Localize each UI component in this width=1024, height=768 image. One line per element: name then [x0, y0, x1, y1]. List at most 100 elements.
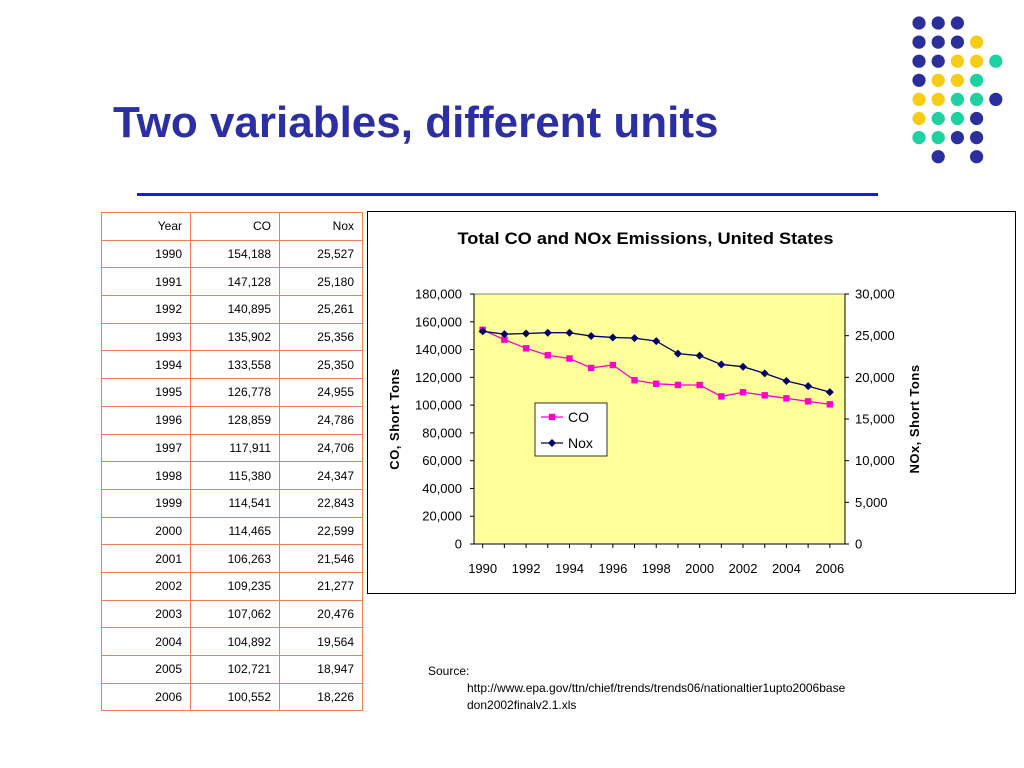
data-point-co [609, 361, 617, 369]
data-point-nox [804, 382, 813, 391]
legend-marker-nox [548, 439, 556, 447]
table-row: 1997 117,911 24,706 [101, 433, 363, 463]
data-point-nox [825, 388, 834, 397]
y2-tick-label: 20,000 [855, 370, 895, 385]
y-tick-label: 120,000 [415, 370, 462, 385]
y-tick-label: 160,000 [415, 314, 462, 329]
decor-dot [950, 35, 965, 49]
table-row: 2003 107,062 20,476 [101, 599, 363, 629]
cell-year: 1996 [101, 405, 191, 435]
decor-dot [950, 111, 965, 126]
cell-year: 2000 [101, 516, 191, 546]
cell-co: 128,859 [190, 405, 280, 435]
decor-dot [970, 131, 984, 145]
decor-dot [950, 73, 965, 87]
cell-nox: 25,261 [279, 295, 363, 324]
y-tick-label: 20,000 [422, 509, 462, 524]
decor-dot [970, 92, 984, 106]
decor-dot [950, 131, 965, 145]
cell-co: 115,380 [190, 461, 280, 490]
x-tick-label: 2004 [772, 561, 801, 576]
cell-year: 1991 [101, 267, 191, 297]
x-tick-label: 2000 [685, 561, 714, 576]
cell-nox: 18,947 [279, 655, 363, 684]
decor-dot [912, 35, 926, 49]
decor-dot [970, 54, 984, 68]
cell-co: 114,465 [190, 516, 280, 546]
decor-dot [912, 92, 926, 106]
cell-nox: 24,955 [279, 378, 363, 407]
cell-year: 1995 [101, 378, 191, 407]
table-row: 2006 100,552 18,226 [101, 682, 363, 712]
cell-nox: 22,843 [279, 488, 363, 518]
cell-nox: 25,527 [279, 239, 363, 269]
data-point-co [826, 401, 834, 408]
table-row: 1996 128,859 24,786 [101, 405, 363, 435]
decor-dot [970, 150, 984, 164]
x-tick-label: 1998 [642, 561, 671, 576]
data-point-co [783, 395, 790, 402]
data-point-nox [673, 349, 682, 358]
cell-year: 1992 [101, 295, 191, 324]
cell-nox: 18,226 [279, 682, 363, 712]
cell-co: 135,902 [190, 322, 280, 352]
decor-dot [931, 131, 945, 145]
data-point-nox [739, 362, 748, 371]
data-point-co [739, 389, 747, 396]
data-point-co [631, 377, 638, 384]
data-point-co [674, 381, 682, 389]
cell-nox: 24,706 [279, 433, 363, 463]
y2-tick-label: 15,000 [855, 412, 895, 427]
cell-nox: 20,476 [279, 599, 363, 629]
data-point-nox [543, 328, 552, 337]
cell-nox: 24,786 [279, 405, 363, 435]
decor-dot [950, 92, 965, 106]
cell-year: 1994 [101, 350, 191, 380]
data-point-co [718, 393, 725, 400]
decor-dot [912, 111, 926, 126]
data-point-nox [695, 351, 704, 360]
decor-dot [970, 111, 984, 126]
decor-dot [912, 54, 926, 68]
x-tick-label: 1994 [555, 561, 584, 576]
cell-co: 154,188 [190, 239, 280, 269]
cell-year: 2006 [101, 682, 191, 712]
y-tick-label: 0 [455, 537, 462, 552]
table-row: 2004 104,892 19,564 [101, 627, 363, 656]
cell-co: 140,895 [190, 295, 280, 324]
table-row: 2002 109,235 21,277 [101, 571, 363, 601]
table-row: 1995 126,778 24,955 [101, 378, 363, 407]
data-point-co [653, 380, 660, 387]
cell-co: 147,128 [190, 267, 280, 297]
decor-dot [912, 73, 926, 87]
y-tick-label: 180,000 [415, 287, 462, 302]
table-header-row: Year CO Nox [101, 212, 363, 241]
cell-co: 114,541 [190, 488, 280, 518]
y2-axis-title: NOx, Short Tons [907, 364, 922, 473]
cell-year: 2004 [101, 627, 191, 656]
table-row: 1994 133,558 25,350 [101, 350, 363, 380]
table-row: 1991 147,128 25,180 [101, 267, 363, 297]
decor-dot [931, 16, 945, 30]
decor-dot [989, 54, 1003, 68]
data-point-co [522, 345, 530, 352]
x-tick-label: 1990 [468, 561, 497, 576]
data-point-nox [608, 333, 617, 342]
table-row: 1993 135,902 25,356 [101, 322, 363, 352]
cell-nox: 19,564 [279, 627, 363, 656]
data-point-nox [565, 328, 574, 337]
legend-marker-co [548, 413, 556, 421]
data-point-co [501, 336, 508, 343]
x-tick-label: 1992 [512, 561, 541, 576]
data-point-nox [782, 376, 791, 385]
decor-dot [970, 35, 984, 49]
data-point-nox [522, 329, 531, 338]
decor-dot [931, 111, 945, 126]
cell-nox: 25,350 [279, 350, 363, 380]
data-point-nox [652, 337, 661, 346]
legend-box [534, 402, 608, 457]
decor-dot [912, 16, 926, 30]
cell-year: 1997 [101, 433, 191, 463]
decor-dot [931, 54, 945, 68]
source-url: http://www.epa.gov/ttn/chief/trends/tren… [467, 681, 846, 712]
